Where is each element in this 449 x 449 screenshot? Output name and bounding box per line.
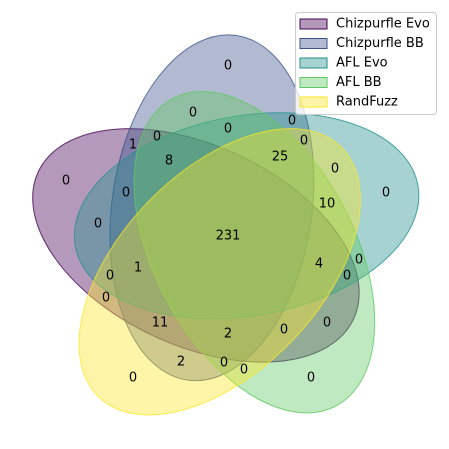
legend-label: Chizpurfle Evo xyxy=(336,17,430,32)
region-count: 0 xyxy=(331,162,339,177)
region-count: 0 xyxy=(106,269,114,284)
legend-swatch xyxy=(299,96,328,108)
region-count: 11 xyxy=(152,316,169,331)
region-count: 0 xyxy=(220,356,228,371)
set-ellipse xyxy=(73,112,420,320)
region-count: 0 xyxy=(94,217,102,232)
region-count: 0 xyxy=(288,114,296,129)
region-count: 0 xyxy=(153,130,161,145)
region-count: 0 xyxy=(280,323,288,338)
region-count: 0 xyxy=(122,186,130,201)
region-count: 0 xyxy=(300,134,308,149)
legend: Chizpurfle Evo Chizpurfle BB AFL Evo AFL BB… xyxy=(295,12,437,115)
set-ellipse xyxy=(78,128,361,416)
region-count: 0 xyxy=(224,122,232,137)
set-ellipse xyxy=(133,91,376,414)
region-count: 0 xyxy=(224,59,232,74)
ellipses xyxy=(32,34,420,416)
region-count: 0 xyxy=(343,269,351,284)
legend-box xyxy=(295,12,437,115)
region-count: 231 xyxy=(216,229,241,244)
legend-swatch xyxy=(299,77,328,88)
region-count: 0 xyxy=(62,174,70,189)
region-count: 10 xyxy=(319,197,336,212)
region-count: 1 xyxy=(134,261,142,276)
region-count: 2 xyxy=(177,355,185,370)
region-count: 0 xyxy=(355,253,363,268)
set-ellipse xyxy=(109,34,315,382)
region-count: 4 xyxy=(315,257,323,272)
region-count: 25 xyxy=(272,150,289,165)
legend-label: AFL Evo xyxy=(336,56,388,71)
region-count: 1 xyxy=(129,138,137,153)
region-count: 0 xyxy=(323,316,331,331)
legend-label: Chizpurfle BB xyxy=(336,36,424,51)
legend-swatch xyxy=(299,18,328,30)
region-count: 0 xyxy=(307,371,315,386)
legend-label: AFL BB xyxy=(336,75,382,90)
region-count: 0 xyxy=(382,186,390,201)
legend-swatch xyxy=(299,38,328,49)
region-count: 0 xyxy=(240,363,248,378)
region-count: 0 xyxy=(129,371,137,386)
region-count: 8 xyxy=(165,154,173,169)
legend-label: RandFuzz xyxy=(336,95,398,110)
legend-swatch xyxy=(299,57,328,69)
region-count: 0 xyxy=(189,106,197,121)
region-count: 2 xyxy=(224,327,232,342)
region-count: 0 xyxy=(102,291,110,306)
